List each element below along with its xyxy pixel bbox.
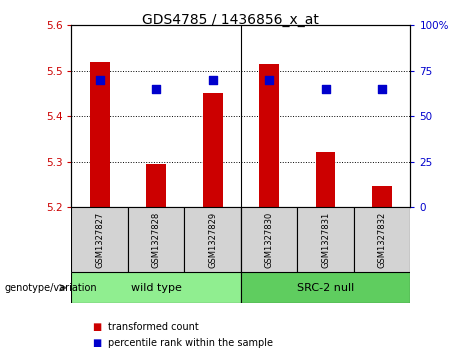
Point bbox=[209, 77, 216, 83]
Bar bbox=[241, 272, 410, 303]
Bar bbox=[316, 152, 336, 207]
Text: GSM1327830: GSM1327830 bbox=[265, 212, 274, 268]
Bar bbox=[71, 207, 128, 272]
Point bbox=[322, 86, 329, 92]
Bar bbox=[297, 207, 354, 272]
Point bbox=[266, 77, 273, 83]
Bar bbox=[203, 93, 223, 207]
Text: GDS4785 / 1436856_x_at: GDS4785 / 1436856_x_at bbox=[142, 13, 319, 27]
Bar bbox=[241, 207, 297, 272]
Bar bbox=[71, 272, 241, 303]
Bar bbox=[372, 187, 392, 207]
Bar bbox=[184, 207, 241, 272]
Point bbox=[153, 86, 160, 92]
Point bbox=[378, 86, 386, 92]
Text: GSM1327832: GSM1327832 bbox=[378, 212, 387, 268]
Bar bbox=[90, 62, 110, 207]
Point bbox=[96, 77, 103, 83]
Text: GSM1327831: GSM1327831 bbox=[321, 212, 330, 268]
Text: GSM1327827: GSM1327827 bbox=[95, 212, 104, 268]
Text: percentile rank within the sample: percentile rank within the sample bbox=[108, 338, 273, 348]
Text: transformed count: transformed count bbox=[108, 322, 199, 332]
Text: GSM1327828: GSM1327828 bbox=[152, 212, 161, 268]
Text: SRC-2 null: SRC-2 null bbox=[297, 283, 354, 293]
Text: ■: ■ bbox=[92, 322, 101, 332]
Text: genotype/variation: genotype/variation bbox=[5, 283, 97, 293]
Bar bbox=[146, 164, 166, 207]
Text: GSM1327829: GSM1327829 bbox=[208, 212, 217, 268]
Text: ■: ■ bbox=[92, 338, 101, 348]
Bar bbox=[128, 207, 184, 272]
Text: wild type: wild type bbox=[131, 283, 182, 293]
Bar bbox=[259, 64, 279, 207]
Bar bbox=[354, 207, 410, 272]
